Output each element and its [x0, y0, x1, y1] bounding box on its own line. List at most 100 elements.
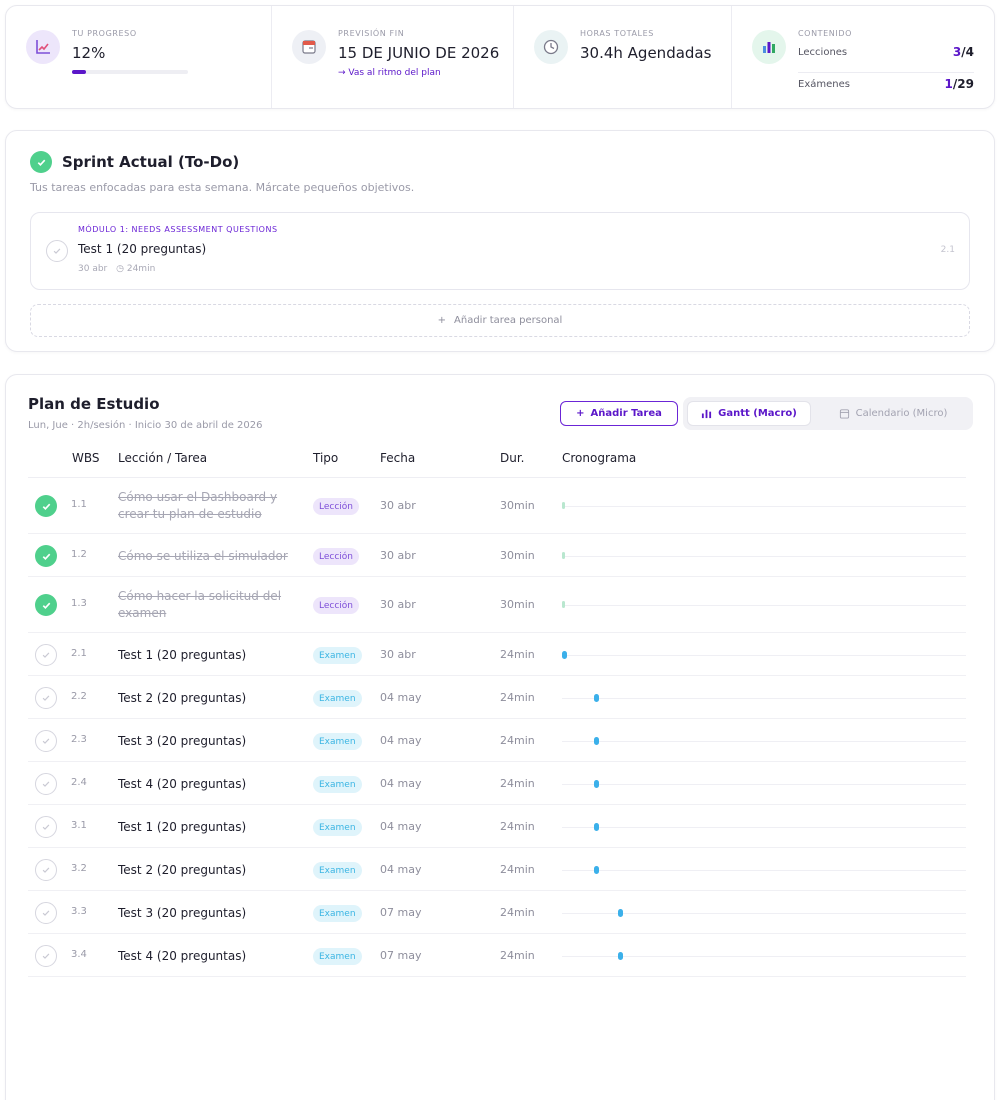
divider — [798, 72, 974, 73]
task-date: 30 abr — [78, 264, 108, 274]
plan-title: Plan de Estudio — [28, 395, 160, 413]
table-row[interactable]: 2.4 Test 4 (20 preguntas) Examen 04 may 24mi… — [28, 762, 966, 805]
clock-icon: ◷ — [116, 264, 124, 274]
row-date: 04 may — [380, 691, 422, 704]
table-row[interactable]: 3.4 Test 4 (20 preguntas) Examen 07 may 24mi… — [28, 934, 966, 977]
stats-card: TU PROGRESO 12% PREVISIÓN FIN 15 DE JUNI… — [5, 5, 995, 109]
row-checkbox[interactable] — [35, 859, 57, 881]
sprint-title: Sprint Actual (To-Do) — [62, 153, 240, 171]
row-duration: 24min — [500, 691, 535, 704]
row-checkbox[interactable] — [35, 816, 57, 838]
gantt-view-tab[interactable]: Gantt (Macro) — [687, 401, 811, 426]
progress-bar-fill — [72, 70, 86, 74]
row-checkbox[interactable] — [35, 773, 57, 795]
gantt-track — [562, 741, 966, 742]
forecast-label: PREVISIÓN FIN — [338, 29, 405, 38]
sprint-header: Sprint Actual (To-Do) — [30, 151, 239, 173]
row-checkbox[interactable] — [35, 730, 57, 752]
gantt-bar — [618, 909, 623, 917]
row-wbs: 2.1 — [71, 648, 87, 659]
row-duration: 24min — [500, 734, 535, 747]
row-type-badge: Examen — [313, 862, 362, 879]
row-title: Test 4 (20 preguntas) — [118, 776, 247, 791]
task-checkbox[interactable] — [46, 240, 68, 262]
row-title: Test 2 (20 preguntas) — [118, 862, 247, 877]
row-date: 04 may — [380, 734, 422, 747]
row-wbs: 3.1 — [71, 820, 87, 831]
view-toggle: Gantt (Macro) Calendario (Micro) — [683, 397, 973, 430]
gantt-track — [562, 913, 966, 914]
clock-icon — [534, 30, 568, 64]
row-wbs: 2.3 — [71, 734, 87, 745]
check-circle-icon[interactable] — [35, 495, 57, 517]
table-row[interactable]: 3.1 Test 1 (20 preguntas) Examen 04 may 24mi… — [28, 805, 966, 848]
forecast-value: 15 DE JUNIO DE 2026 — [338, 44, 500, 62]
check-circle-icon[interactable] — [35, 545, 57, 567]
col-timeline: Cronograma — [562, 451, 637, 465]
hours-value: 30.4h Agendadas — [580, 44, 712, 62]
hours-stat: HORAS TOTALES 30.4h Agendadas — [514, 6, 732, 108]
col-date: Fecha — [380, 451, 416, 465]
check-circle-icon[interactable] — [35, 594, 57, 616]
gantt-track — [562, 698, 966, 699]
task-wbs: 2.1 — [940, 245, 955, 255]
gantt-track — [562, 556, 966, 557]
table-row[interactable]: 1.3 Cómo hacer la solicitud del examen Lec… — [28, 577, 966, 633]
row-checkbox[interactable] — [35, 945, 57, 967]
add-task-button[interactable]: + Añadir Tarea — [560, 401, 678, 426]
row-duration: 24min — [500, 863, 535, 876]
row-title: Test 3 (20 preguntas) — [118, 733, 247, 748]
exams-label: Exámenes — [798, 78, 850, 90]
table-row[interactable]: 1.2 Cómo se utiliza el simulador Lección 30… — [28, 534, 966, 577]
table-row[interactable]: 2.1 Test 1 (20 preguntas) Examen 30 abr 24mi… — [28, 633, 966, 676]
row-type-badge: Lección — [313, 597, 360, 614]
plus-icon: + — [576, 408, 585, 419]
forecast-note: → Vas al ritmo del plan — [338, 68, 441, 78]
gantt-track — [562, 827, 966, 828]
row-type-badge: Examen — [313, 819, 362, 836]
row-title: Cómo usar el Dashboard y crear tu plan d… — [118, 490, 278, 521]
row-wbs: 1.1 — [71, 499, 87, 510]
hours-label: HORAS TOTALES — [580, 29, 654, 38]
exams-row: Exámenes 1/29 — [798, 77, 974, 91]
gantt-track — [562, 956, 966, 957]
check-circle-icon — [30, 151, 52, 173]
row-date: 07 may — [380, 906, 422, 919]
table-row[interactable]: 2.3 Test 3 (20 preguntas) Examen 04 may 24mi… — [28, 719, 966, 762]
table-header: WBS Lección / Tarea Tipo Fecha Dur. Cron… — [28, 445, 966, 478]
calendar-icon — [839, 409, 849, 419]
exams-count: 1/29 — [944, 77, 974, 91]
table-row[interactable]: 1.1 Cómo usar el Dashboard y crear tu pla… — [28, 478, 966, 534]
row-wbs: 1.2 — [71, 549, 87, 560]
row-checkbox[interactable] — [35, 687, 57, 709]
sprint-task[interactable]: MÓDULO 1: NEEDS ASSESSMENT QUESTIONS Tes… — [30, 212, 970, 290]
row-date: 30 abr — [380, 499, 416, 512]
table-row[interactable]: 3.2 Test 2 (20 preguntas) Examen 04 may 24mi… — [28, 848, 966, 891]
gantt-track — [562, 870, 966, 871]
row-type-badge: Examen — [313, 647, 362, 664]
gantt-track — [562, 605, 966, 606]
row-type-badge: Examen — [313, 948, 362, 965]
col-type: Tipo — [313, 451, 339, 465]
chart-line-icon — [26, 30, 60, 64]
row-type-badge: Examen — [313, 905, 362, 922]
calendar-view-tab[interactable]: Calendario (Micro) — [817, 401, 969, 426]
row-date: 30 abr — [380, 549, 416, 562]
row-checkbox[interactable] — [35, 644, 57, 666]
content-stat: CONTENIDO Lecciones 3/4 Exámenes 1/29 — [732, 6, 994, 108]
row-type-badge: Examen — [313, 776, 362, 793]
col-wbs: WBS — [72, 451, 100, 465]
col-duration: Dur. — [500, 451, 525, 465]
gantt-track — [562, 655, 966, 656]
lessons-label: Lecciones — [798, 46, 848, 58]
row-wbs: 2.4 — [71, 777, 87, 788]
table-row[interactable]: 3.3 Test 3 (20 preguntas) Examen 07 may 24mi… — [28, 891, 966, 934]
gantt-bar — [594, 866, 599, 874]
table-row[interactable]: 2.2 Test 2 (20 preguntas) Examen 04 may 24mi… — [28, 676, 966, 719]
row-type-badge: Examen — [313, 733, 362, 750]
add-personal-task-button[interactable]: + Añadir tarea personal — [30, 304, 970, 337]
task-meta: 30 abr ◷ 24min — [78, 264, 155, 274]
row-type-badge: Examen — [313, 690, 362, 707]
gantt-bar — [562, 601, 565, 608]
row-checkbox[interactable] — [35, 902, 57, 924]
